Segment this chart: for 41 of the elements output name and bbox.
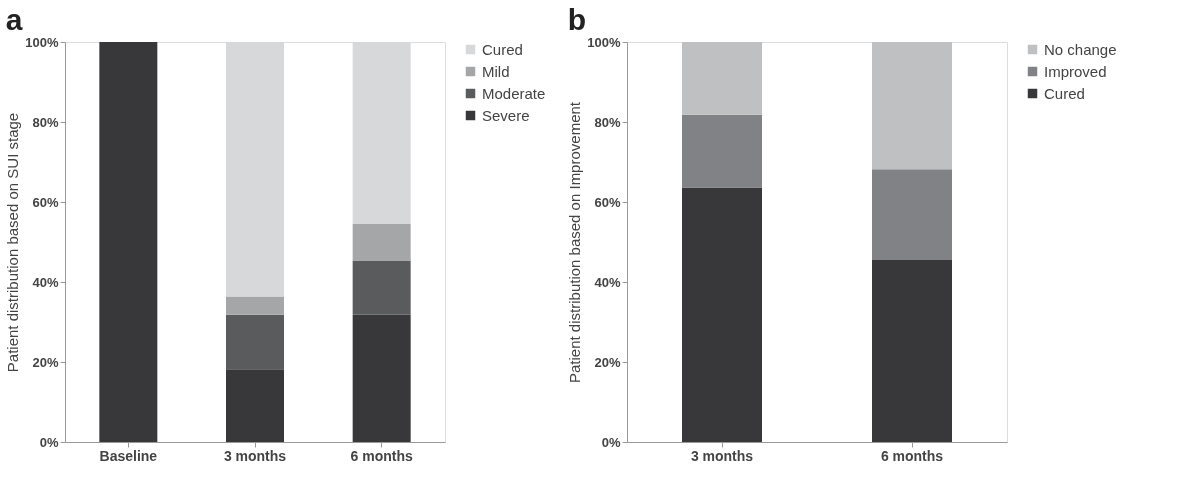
x-tick-label: 3 months (690, 447, 754, 464)
x-tick-label: 6 months (350, 447, 413, 464)
y-tick-label: 0% (39, 434, 59, 450)
y-tick-label: 60% (32, 194, 59, 210)
bar (682, 187, 762, 442)
y-tick-label: 100% (25, 34, 59, 50)
bar (352, 314, 411, 442)
bar (682, 114, 762, 188)
bar (872, 169, 952, 260)
y-tick-label: 80% (594, 114, 621, 130)
bar (99, 42, 158, 442)
bar (226, 314, 284, 370)
legend-label: No change (1044, 40, 1117, 58)
y-tick-label: 80% (32, 114, 59, 130)
legend-label: Cured (1044, 84, 1085, 102)
legend-label: Cured (482, 40, 523, 58)
bar (352, 224, 411, 261)
bar (682, 42, 762, 115)
x-tick-label: 3 months (223, 447, 287, 464)
y-tick-label: 40% (594, 274, 621, 290)
legend-label: Improved (1044, 62, 1107, 80)
y-tick-label: 20% (594, 354, 621, 370)
x-tick-label: Baseline (99, 447, 158, 464)
bar (352, 260, 411, 315)
x-tick-label: 6 months (880, 447, 944, 464)
bar (872, 260, 952, 442)
bar (872, 42, 952, 170)
bar (226, 296, 284, 315)
y-tick-label: 100% (587, 34, 621, 50)
chart-title: a (5, 3, 23, 36)
bar (226, 369, 284, 442)
y-tick-label: 40% (32, 274, 59, 290)
y-axis-title: Patient distribution based on SUI stage (4, 112, 22, 373)
legend-label: Mild (482, 62, 510, 80)
legend-label: Moderate (482, 84, 546, 102)
chart-title: b (567, 3, 587, 36)
y-tick-label: 20% (32, 354, 59, 370)
y-tick-label: 0% (601, 434, 621, 450)
y-axis-title: Patient distribution based on Improvement (566, 101, 584, 383)
y-tick-label: 60% (594, 194, 621, 210)
legend-label: Severe (482, 106, 530, 124)
